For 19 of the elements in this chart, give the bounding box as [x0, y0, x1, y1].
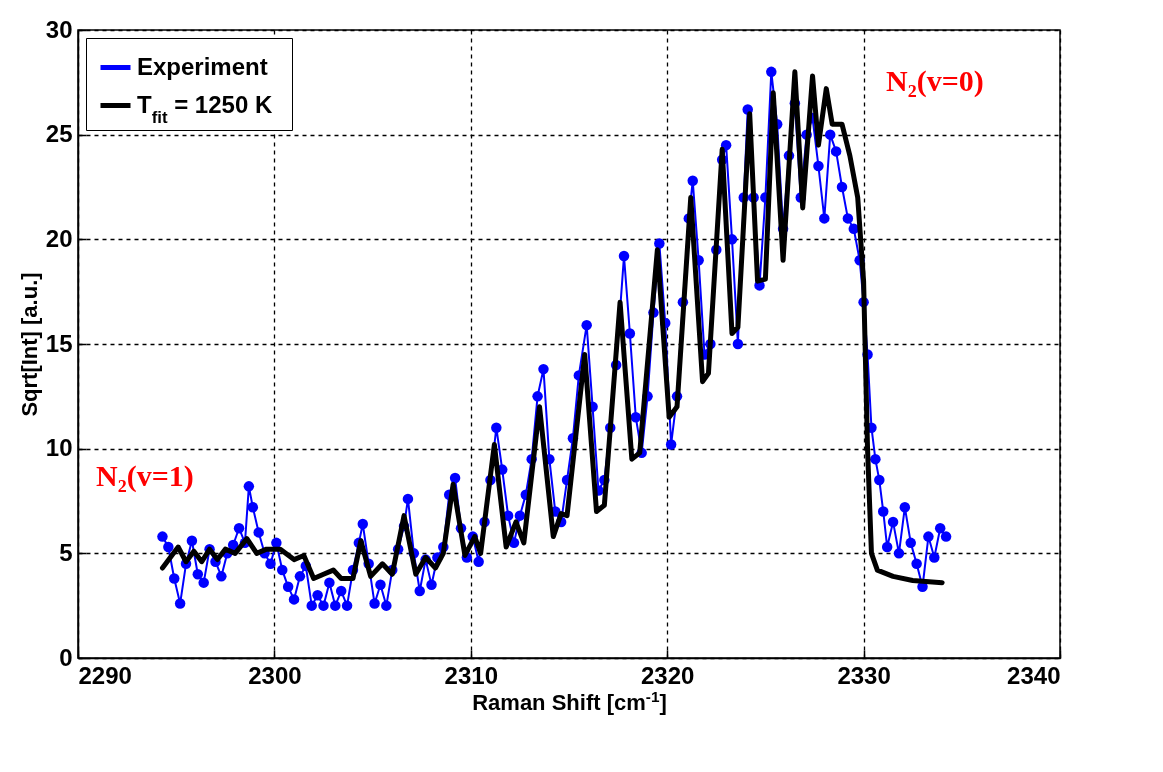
legend-label: Experiment — [137, 52, 268, 80]
y-tick-label: 15 — [45, 329, 73, 357]
x-tick-label: 2330 — [837, 661, 891, 689]
x-tick-label: 2300 — [248, 661, 302, 689]
x-tick-label: 2310 — [444, 661, 498, 689]
legend-label: T$_{fit}$ = 1250 K — [137, 90, 273, 126]
y-tick-label: 20 — [45, 224, 73, 252]
annotation: N₂(v=0) — [886, 64, 984, 98]
x-tick-label: 2320 — [641, 661, 695, 689]
y-axis-title: Sqrt[Int] [a.u.] — [16, 272, 42, 417]
annotation: N₂(v=1) — [96, 459, 194, 493]
x-tick-label: 2290 — [78, 661, 132, 689]
y-tick-label: 0 — [59, 643, 73, 671]
y-tick-label: 30 — [45, 15, 73, 43]
x-axis-title: Raman Shift [cm$^{-1}$] — [472, 687, 667, 715]
y-tick-label: 5 — [59, 538, 73, 566]
x-tick-label: 2340 — [1007, 661, 1061, 689]
y-tick-label: 10 — [45, 434, 73, 462]
y-tick-label: 25 — [45, 120, 73, 148]
